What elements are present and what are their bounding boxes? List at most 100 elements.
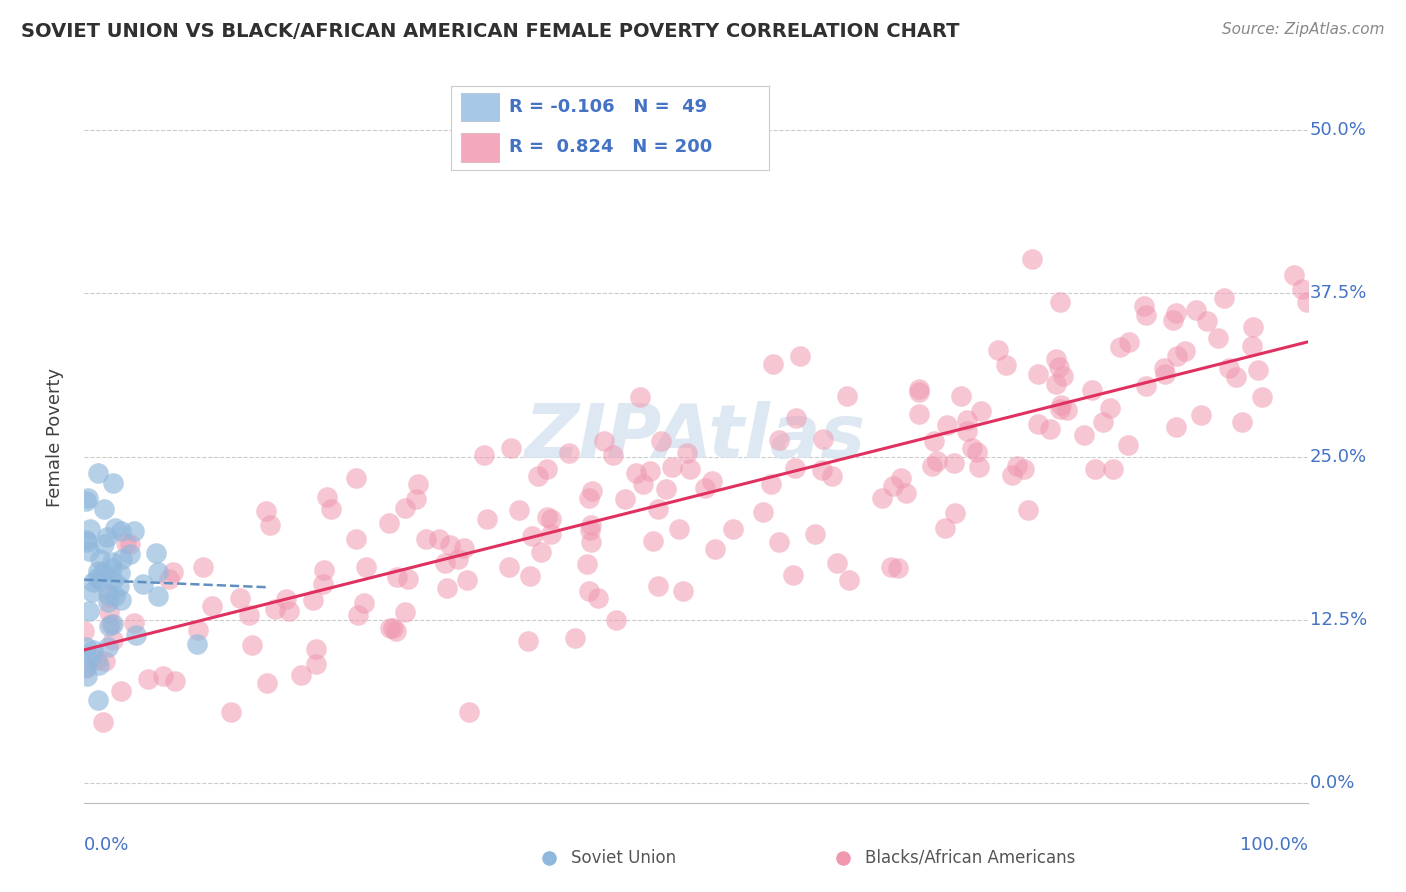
Point xyxy=(89,657,111,672)
Point xyxy=(240,638,263,652)
Point xyxy=(1135,378,1157,392)
Point xyxy=(579,535,602,549)
Point xyxy=(79,522,101,536)
Point xyxy=(101,617,124,632)
Point xyxy=(187,623,209,637)
Point xyxy=(382,621,405,635)
Point xyxy=(1225,369,1247,384)
Point xyxy=(882,479,904,493)
Point xyxy=(1206,331,1229,345)
Point xyxy=(538,874,561,888)
Point xyxy=(1166,305,1188,319)
Point xyxy=(967,460,990,475)
Point xyxy=(87,564,110,578)
Point xyxy=(647,578,669,592)
Text: SOVIET UNION VS BLACK/AFRICAN AMERICAN FEMALE POVERTY CORRELATION CHART: SOVIET UNION VS BLACK/AFRICAN AMERICAN F… xyxy=(21,22,959,41)
Point xyxy=(641,533,664,548)
Point xyxy=(457,706,479,720)
Point xyxy=(894,486,917,500)
Point xyxy=(530,545,553,559)
Point xyxy=(890,471,912,485)
Text: 12.5%: 12.5% xyxy=(1310,611,1367,629)
Point xyxy=(943,456,966,470)
Point xyxy=(789,350,811,364)
Point xyxy=(238,607,260,622)
Point xyxy=(1153,361,1175,376)
Point xyxy=(108,566,131,581)
Point xyxy=(385,570,408,584)
Point xyxy=(93,654,115,668)
Point xyxy=(305,657,328,671)
Point xyxy=(447,552,470,566)
Point xyxy=(811,463,834,477)
Point xyxy=(586,591,609,606)
Point xyxy=(1241,339,1264,353)
Point xyxy=(655,483,678,497)
Point xyxy=(1174,344,1197,359)
Point xyxy=(752,505,775,519)
Point xyxy=(785,411,807,425)
Point xyxy=(186,637,208,651)
Point xyxy=(527,469,550,483)
Point xyxy=(1080,383,1102,397)
Point xyxy=(378,516,401,531)
Point xyxy=(97,595,120,609)
Point xyxy=(956,424,979,438)
Point xyxy=(157,572,180,586)
Point xyxy=(193,560,215,574)
Point xyxy=(378,621,401,635)
Text: 100.0%: 100.0% xyxy=(1240,836,1308,854)
Point xyxy=(1243,320,1265,334)
Point xyxy=(1166,419,1188,434)
Point xyxy=(672,584,695,599)
Point xyxy=(436,582,458,596)
Point xyxy=(1091,415,1114,429)
Point xyxy=(522,528,544,542)
Point xyxy=(1045,352,1067,367)
Point xyxy=(945,506,967,520)
Point xyxy=(925,453,948,467)
Point xyxy=(108,579,131,593)
Point xyxy=(101,573,124,587)
Point xyxy=(75,660,97,674)
Point xyxy=(1247,362,1270,376)
Point xyxy=(1213,291,1236,305)
Point xyxy=(661,460,683,475)
Point xyxy=(93,501,115,516)
Point xyxy=(278,604,301,618)
Point xyxy=(406,476,429,491)
Point xyxy=(785,460,807,475)
Point xyxy=(579,518,602,533)
Point xyxy=(93,537,115,551)
Point xyxy=(956,413,979,427)
Point xyxy=(97,586,120,600)
Point xyxy=(1017,503,1039,517)
Point xyxy=(347,608,370,623)
Point xyxy=(110,592,132,607)
Point xyxy=(631,476,654,491)
Point xyxy=(96,529,118,543)
Point xyxy=(312,577,335,591)
Point xyxy=(353,596,375,610)
Point xyxy=(73,624,96,638)
Point xyxy=(77,491,100,505)
Point xyxy=(908,383,931,397)
Point xyxy=(344,533,367,547)
Point xyxy=(558,446,581,460)
Point xyxy=(97,590,120,604)
Point xyxy=(676,446,699,460)
Point xyxy=(1049,359,1071,374)
Point xyxy=(145,545,167,559)
Point xyxy=(1045,376,1067,391)
Point xyxy=(1050,398,1073,412)
Point xyxy=(82,575,104,590)
Text: 25.0%: 25.0% xyxy=(1310,448,1367,466)
Point xyxy=(1049,295,1071,310)
Point xyxy=(86,571,108,585)
Point xyxy=(385,624,408,638)
Point xyxy=(103,632,125,647)
Point xyxy=(125,628,148,642)
Point xyxy=(394,501,416,516)
Point xyxy=(922,434,945,448)
Point xyxy=(474,448,496,462)
